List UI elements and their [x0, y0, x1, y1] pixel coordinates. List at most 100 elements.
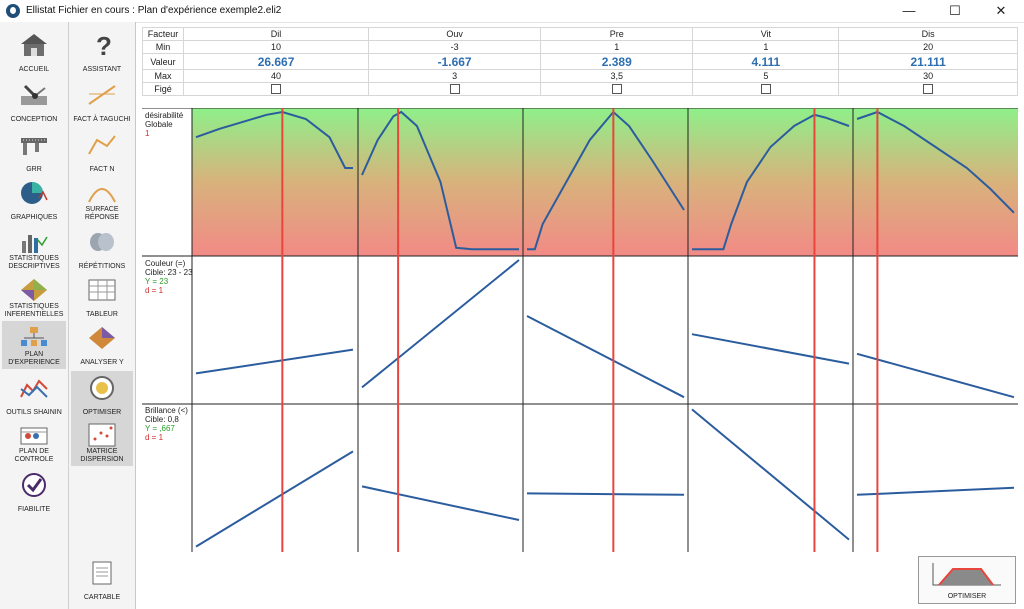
pie-chart-icon [19, 180, 49, 206]
factor-row-fixed: Figé [142, 82, 1018, 96]
nav2-item-9[interactable]: CARTABLE [71, 556, 133, 604]
nav1-item-2[interactable]: GRR [2, 128, 66, 176]
fixed-cell [540, 82, 694, 96]
nav2-label: FACT N [89, 166, 115, 173]
factor-factor-cell: Ouv [368, 27, 542, 41]
taguchi-icon [87, 82, 117, 108]
optimize-graph-icon [932, 563, 1001, 586]
nav1-label: FIABILITE [17, 506, 51, 513]
profiler-grid: désirabilité Globale 1 Couleur (=) Cible… [142, 107, 1022, 576]
nav1-item-7[interactable]: OUTILS SHAININ [2, 371, 66, 419]
factor-value-cell[interactable]: 21.111 [838, 53, 1018, 70]
fixed-checkbox[interactable] [271, 84, 282, 95]
factor-factor-cell: Dil [182, 27, 370, 41]
factors-table: Facteur Dil Ouv Pre Vit Dis Min 10 -3 1 1 20 Valeur 2… [142, 27, 1018, 96]
desirability-curve-Pre [527, 110, 685, 251]
nav1-item-4[interactable]: STATISTIQUES DESCRIPTIVES [2, 225, 66, 273]
main-panel: Facteur Dil Ouv Pre Vit Dis Min 10 -3 1 1 20 Valeur 2… [138, 22, 1024, 609]
desirability-label: désirabilité Globale 1 [145, 111, 190, 138]
fixed-cell [838, 82, 1018, 96]
fixed-cell [692, 82, 840, 96]
nav1-item-3[interactable]: GRAPHIQUES [2, 176, 66, 224]
desirability-curve-Ouv [361, 110, 519, 251]
nav1-label: PLAN DE CONTROLE [14, 448, 54, 463]
scatter-matrix-icon [87, 422, 117, 448]
brillance-y: Y = ,667 [145, 424, 175, 433]
desirability-title: désirabilité Globale [145, 111, 184, 129]
nav1-label: PLAN D'EXPERIENCE [8, 351, 60, 366]
brillance-target: Cible: 0,8 [145, 415, 179, 424]
nav1-item-8[interactable]: PLAN DE CONTROLE [2, 418, 66, 466]
nav2-label: OPTIMISER [82, 409, 122, 416]
tree-icon [19, 325, 49, 351]
nav1-item-6[interactable]: PLAN D'EXPERIENCE [2, 321, 66, 369]
row-header-min: Min [142, 40, 184, 54]
row-header-fixed: Figé [142, 82, 184, 96]
nav2-item-8[interactable]: MATRICE DISPERSION [71, 418, 133, 466]
factor-min-cell: 20 [838, 40, 1018, 54]
repetitions-icon [87, 229, 117, 255]
fixed-checkbox[interactable] [923, 84, 934, 95]
shainin-icon [19, 375, 49, 401]
factor-max-cell: 40 [182, 69, 370, 83]
fixed-checkbox[interactable] [611, 84, 622, 95]
svg-text:?: ? [96, 32, 112, 58]
checkmark-icon [19, 472, 49, 498]
app-logo-icon [6, 4, 20, 18]
factor-row-min: Min 10 -3 1 1 20 [142, 40, 1018, 54]
brillance-d: d = 1 [145, 433, 164, 442]
factor-max-cell: 3 [368, 69, 542, 83]
row-header-factor: Facteur [142, 27, 184, 41]
prediction-profiler-chart[interactable] [142, 107, 1022, 576]
nav2-label: MATRICE DISPERSION [80, 448, 124, 463]
nav2-item-7[interactable]: OPTIMISER [71, 371, 133, 419]
nav1-label: CONCEPTION [10, 116, 58, 123]
brillance-line-Pre [526, 492, 685, 496]
maximize-button[interactable]: ☐ [949, 3, 961, 18]
optimize-button-label: OPTIMISER [947, 593, 987, 600]
nav2-item-2[interactable]: FACT N [71, 128, 133, 176]
nav2-label: SURFACE RÉPONSE [84, 206, 120, 221]
factor-factor-cell: Vit [692, 27, 840, 41]
nav1-item-0[interactable]: ACCUEIL [2, 28, 66, 76]
question-icon: ? [87, 31, 117, 61]
nav2-item-1[interactable]: FACT à TAGUCHI [71, 78, 133, 126]
factor-value-cell[interactable]: -1.667 [368, 53, 542, 70]
fixed-checkbox[interactable] [449, 84, 460, 95]
optimize-button[interactable]: OPTIMISER [918, 556, 1016, 604]
fixed-checkbox[interactable] [760, 84, 771, 95]
factor-value-cell[interactable]: 2.389 [540, 53, 694, 70]
factor-factor-cell: Pre [540, 27, 694, 41]
couleur-line-Vit [691, 333, 850, 365]
couleur-y: Y = 23 [145, 277, 169, 286]
factor-min-cell: -3 [368, 40, 542, 54]
couleur-line-Dis [856, 352, 1015, 399]
main-sidebar: ACCUEIL CONCEPTION GRR GRAPHIQUES STATISTIQU… [0, 22, 69, 609]
nav1-label: OUTILS SHAININ [6, 409, 62, 416]
conception-icon [19, 82, 49, 108]
nav2-label: ASSISTANT [82, 66, 122, 73]
fact-n-icon [87, 132, 117, 158]
desirability-background [192, 108, 1018, 256]
nav2-label: RÉPÉTITIONS [78, 263, 126, 270]
factor-min-cell: 1 [692, 40, 840, 54]
brillance-line-Ouv [361, 485, 520, 521]
nav2-item-3[interactable]: SURFACE RÉPONSE [71, 176, 133, 224]
window-title: Ellistat Fichier en cours : Plan d'expér… [26, 5, 282, 16]
brillance-line-Dil [195, 450, 354, 548]
nav2-item-4[interactable]: RÉPÉTITIONS [71, 225, 133, 273]
nav1-item-9[interactable]: FIABILITE [2, 468, 66, 516]
nav2-item-0[interactable]: ? ASSISTANT [71, 28, 133, 76]
factor-value-cell[interactable]: 4.111 [692, 53, 840, 70]
minimize-button[interactable]: — [902, 3, 916, 18]
nav1-item-5[interactable]: STATISTIQUES INFERENTIELLES [2, 273, 66, 321]
nav2-item-6[interactable]: ANALYSER Y [71, 321, 133, 369]
factor-value-cell[interactable]: 26.667 [182, 53, 370, 70]
brillance-label: Brillance (<) Cible: 0,8 Y = ,667 d = 1 [145, 406, 188, 442]
close-button[interactable]: ✕ [995, 3, 1007, 18]
nav2-item-5[interactable]: TABLEUR [71, 273, 133, 321]
fixed-cell [182, 82, 370, 96]
factor-factor-cell: Dis [838, 27, 1018, 41]
nav1-item-1[interactable]: CONCEPTION [2, 78, 66, 126]
nav1-label: GRAPHIQUES [10, 214, 58, 221]
